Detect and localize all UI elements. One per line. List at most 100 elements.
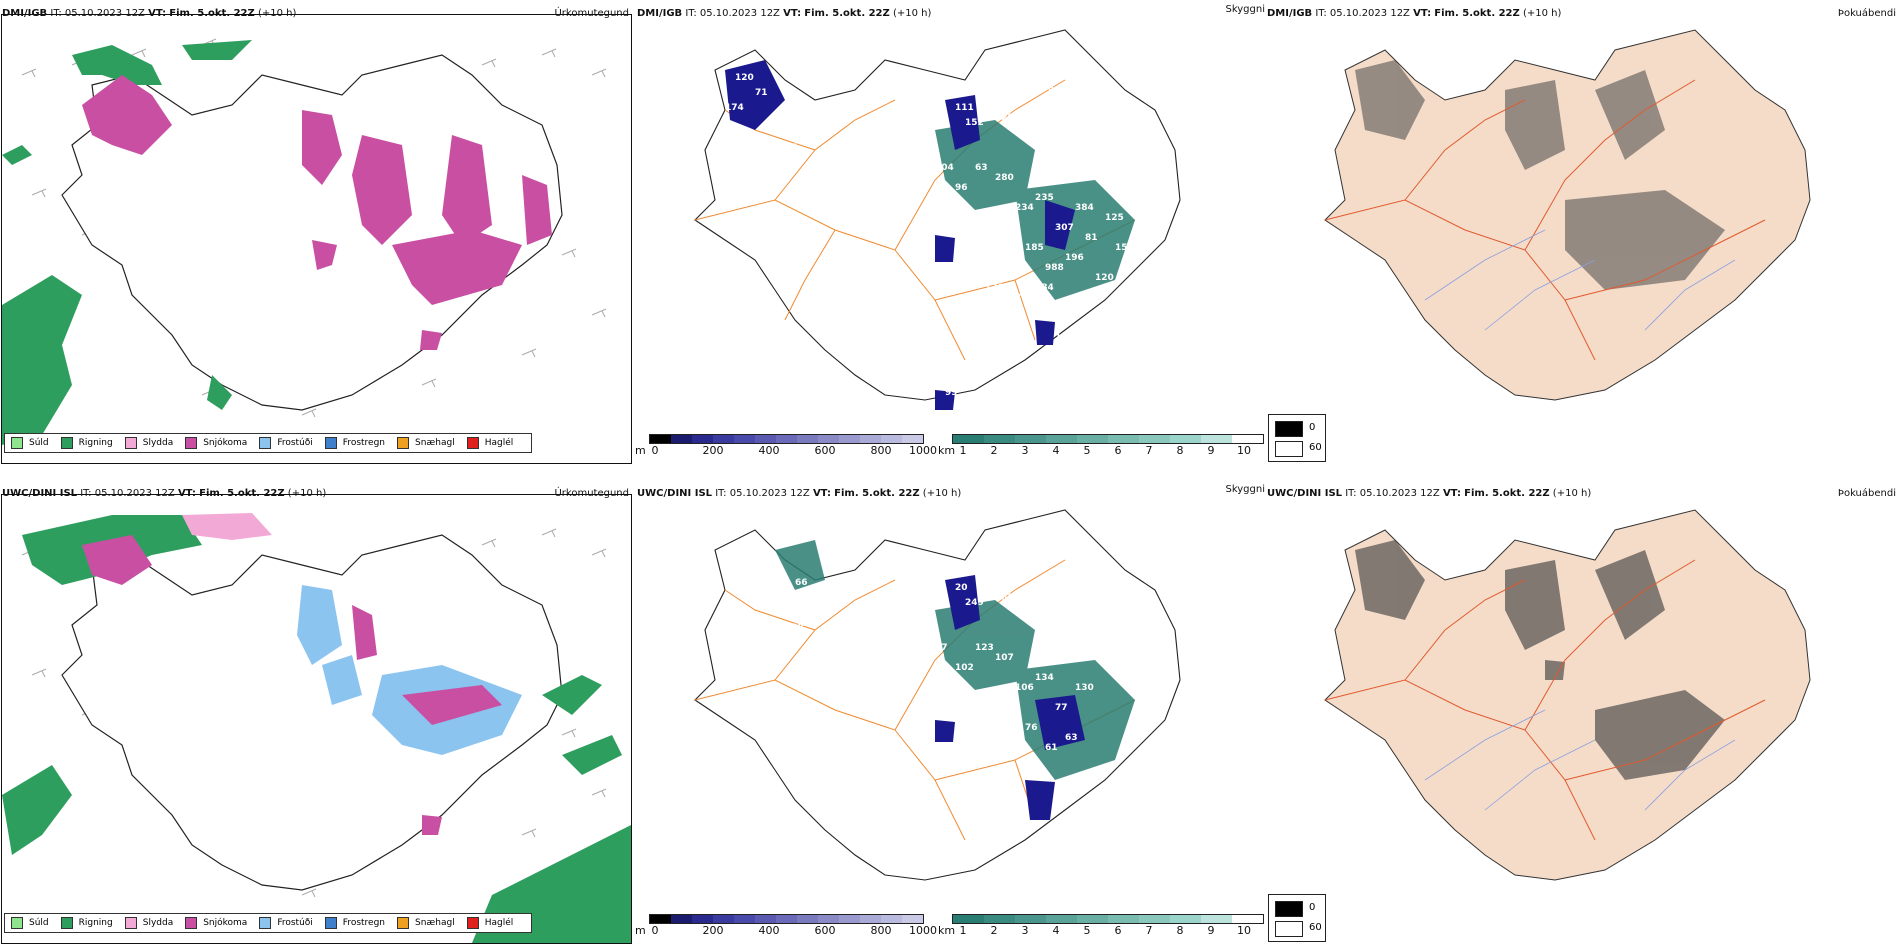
tick-label: 4 (1052, 924, 1060, 937)
colorbar-segment (734, 435, 755, 443)
visibility-value-label: 63 (975, 163, 988, 173)
colorbar-segment (1139, 915, 1170, 923)
visibility-value-label: 235 (1035, 193, 1054, 203)
legend-label: Snæhagl (415, 438, 455, 448)
legend-swatch (397, 917, 410, 929)
tick-label: 7 (1145, 444, 1153, 457)
visibility-value-label: 130 (1075, 683, 1094, 693)
vt-value: Fim. 5.okt. 22Z (834, 488, 920, 499)
legend-label: Frostúði (277, 438, 313, 448)
legend-item-haglel: Haglél (466, 917, 513, 929)
legend-label: Súld (29, 918, 49, 928)
vt-label: VT: (812, 488, 831, 499)
legend-item-snaehagl: Snæhagl (397, 917, 455, 929)
colorbar-segment (692, 915, 713, 923)
visibility-value-label: 76 (1025, 723, 1038, 733)
legend-item-snjokoma: Snjókoma (185, 917, 247, 929)
fog-shading (1355, 60, 1725, 290)
fog-legend-swatch-light (1275, 441, 1303, 457)
tick-label: 400 (758, 924, 780, 937)
visibility-value-label: 61 (1045, 743, 1058, 753)
model-name: DMI/IGB (1267, 8, 1313, 19)
tick-label: 0 (651, 444, 659, 457)
colorbar-segment (818, 435, 839, 443)
iceland-land (1324, 509, 1811, 881)
visibility-value-label: 75 (1075, 323, 1088, 333)
visibility-value-label: 78 (735, 553, 748, 563)
visibility-map: 7810133706612113820249288185993670971021… (694, 509, 1181, 881)
legend-swatch (185, 917, 198, 929)
visibility-value-label: 105 (1075, 293, 1094, 303)
visibility-fog-areas (725, 60, 1075, 410)
lead-time: (+10 h) (1522, 8, 1562, 19)
colorbar-unit: km (938, 924, 956, 937)
vt-label: VT: (1413, 8, 1432, 19)
colorbar-segment (797, 435, 818, 443)
colorbar-segment (1015, 915, 1046, 923)
visibility-fog-areas (935, 575, 1085, 820)
colorbar-segment (1046, 435, 1077, 443)
colorbar-segment (1170, 915, 1201, 923)
colorbar-segment (902, 915, 923, 923)
rivers (1424, 709, 1736, 811)
visibility-value-label: 70 (1045, 613, 1058, 623)
colorbar-m: m 0 200 400 600 800 1000 (635, 914, 937, 942)
vt-value: Fim. 5.okt. 22Z (169, 8, 255, 19)
panel-title: Skyggni (1225, 484, 1265, 495)
panel-header: DMI/IGB IT: 05.10.2023 12Z VT: Fim. 5.ok… (2, 7, 629, 21)
legend-item-frostregn: Frostregn (324, 917, 385, 929)
vt-label: VT: (783, 8, 802, 19)
it-label: IT: (80, 488, 92, 499)
fog-shading (1355, 540, 1725, 780)
colorbar-segment (713, 915, 734, 923)
tick-label: 200 (702, 444, 724, 457)
it-value: 05.10.2023 12Z (94, 488, 175, 499)
legend-item-slydda: Slydda (124, 437, 173, 449)
tick-label: 7 (1145, 924, 1153, 937)
colorbar-segment (902, 435, 923, 443)
panel-header: DMI/IGB IT: 05.10.2023 12Z VT: Fim. 5.ok… (1267, 7, 1896, 21)
vt-value: Fim. 5.okt. 22Z (804, 8, 890, 19)
visibility-value-label: 66 (795, 578, 808, 588)
colorbar-segment (776, 435, 797, 443)
panel-header: UWC/DINI ISL IT: 05.10.2023 12Z VT: Fim.… (2, 487, 629, 501)
legend-swatch (466, 917, 479, 929)
colorbar-segment (839, 435, 860, 443)
it-label: IT: (685, 8, 697, 19)
visibility-value-label: 77 (1055, 703, 1068, 713)
colorbar-segment (953, 435, 984, 443)
colorbar-segment (713, 435, 734, 443)
model-name: UWC/DINI ISL (2, 488, 78, 499)
colorbar-m-bar (649, 434, 924, 444)
map-frame: Súld Rigning Slydda Snjókoma Frostúði Fr… (1, 14, 632, 464)
it-label: IT: (50, 8, 62, 19)
visibility-value-label: 107 (995, 653, 1014, 663)
colorbar-segment (953, 915, 984, 923)
vt-value: Fim. 5.okt. 22Z (199, 488, 285, 499)
tick-label: 8 (1176, 444, 1184, 457)
legend-swatch (324, 437, 337, 449)
tick-label: 200 (702, 924, 724, 937)
fog-legend-swatch-light (1275, 921, 1303, 937)
colorbar-segment (984, 435, 1015, 443)
visibility-value-label: 138 (785, 623, 804, 633)
visibility-value-label: 31 (1015, 293, 1028, 303)
visibility-map: 1207117415722237751111521401282482593749… (694, 29, 1181, 410)
colorbar-segment (671, 435, 692, 443)
tick-label: 6 (1114, 924, 1122, 937)
visibility-value-label: 33 (725, 583, 738, 593)
visibility-value-label: 307 (1055, 223, 1074, 233)
visibility-value-label: 157 (775, 113, 794, 123)
legend-swatch (124, 917, 137, 929)
fog-legend-swatch-dark (1275, 421, 1303, 437)
fog-map (1324, 509, 1811, 881)
vt-label: VT: (148, 8, 167, 19)
precip-map (2, 38, 607, 445)
panel-title: Úrkomutegund (554, 8, 629, 19)
it-label: IT: (1315, 8, 1327, 19)
legend-swatch (259, 437, 272, 449)
model-name: DMI/IGB (637, 8, 683, 19)
panel-title: Skyggni (1225, 4, 1265, 15)
fog-legend-label: 60 (1309, 442, 1322, 453)
visibility-value-label: 70 (775, 593, 788, 603)
